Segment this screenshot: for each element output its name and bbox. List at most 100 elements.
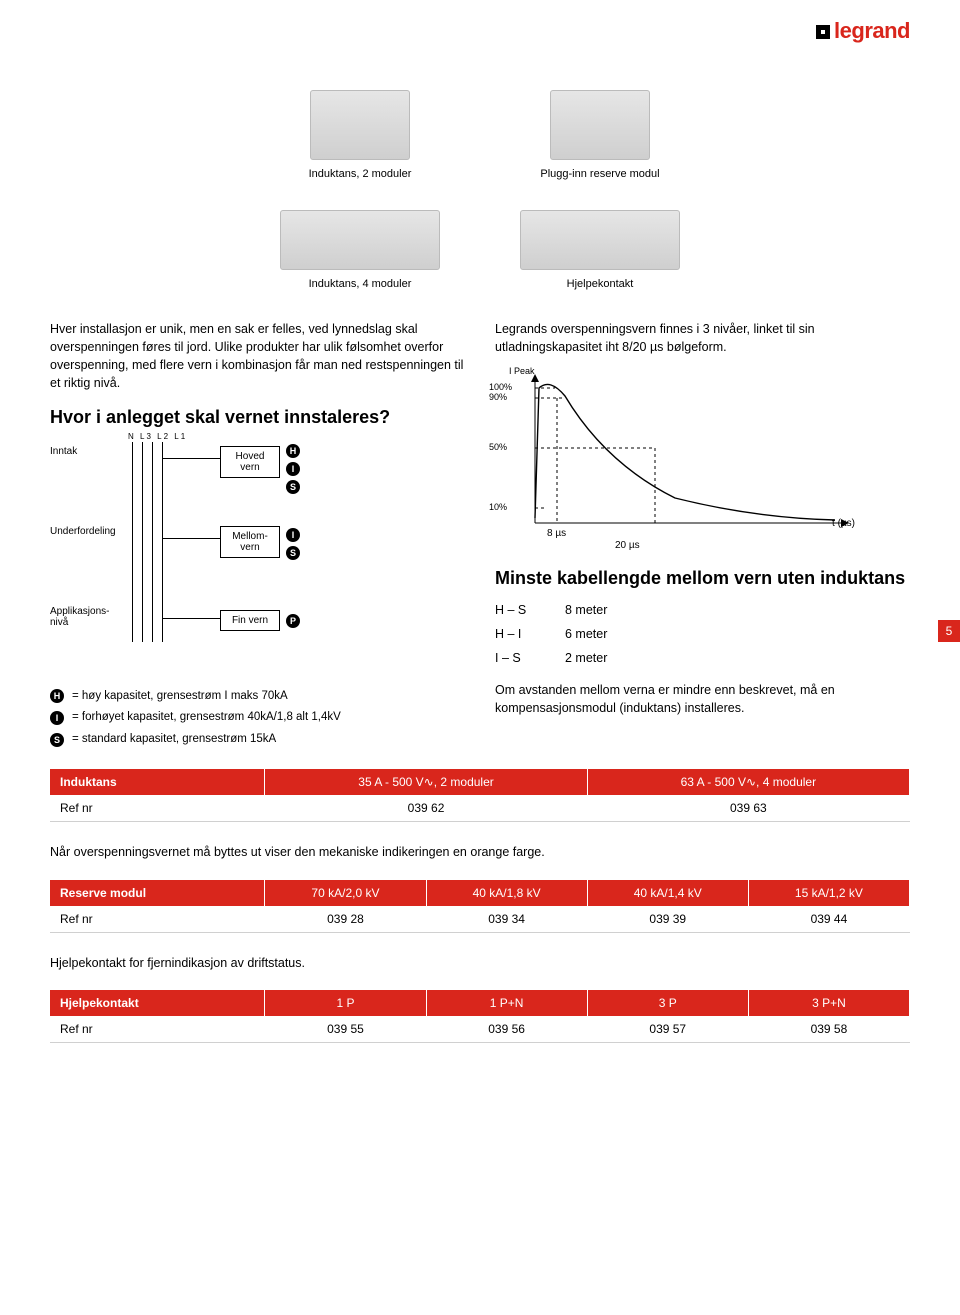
product-card: Plugg-inn reserve modul [510, 90, 690, 180]
table-row-label: Ref nr [50, 906, 265, 933]
product-image [310, 90, 410, 160]
chart-tick: 50% [489, 442, 507, 452]
cable-list: H – S 8 meter H – I 6 meter I – S 2 meter [495, 599, 910, 670]
table-title: Hjelpekontakt [50, 990, 265, 1016]
badge-I: I [286, 462, 300, 476]
chart-tick: 10% [489, 502, 507, 512]
table-header: 15 kA/1,2 kV [748, 880, 909, 906]
table-cell: 039 44 [748, 906, 909, 933]
table-header: 3 P+N [748, 990, 909, 1016]
product-label: Plugg-inn reserve modul [540, 168, 659, 180]
cable-key: H – I [495, 623, 545, 647]
wire [162, 458, 220, 459]
wire [162, 618, 220, 619]
left-column: Hver installasjon er unik, men en sak er… [50, 320, 465, 751]
legend-text: = høy kapasitet, grensestrøm I maks 70kA [72, 686, 288, 708]
cable-key: H – S [495, 599, 545, 623]
cable-key: I – S [495, 647, 545, 671]
badge-I: I [50, 711, 64, 725]
chart-xlabel: 8 µs [547, 528, 566, 539]
cable-val: 8 meter [565, 599, 607, 623]
wire [162, 442, 163, 642]
page-side-tab: 5 [938, 620, 960, 642]
table-header: 1 P [265, 990, 426, 1016]
cable-val: 2 meter [565, 647, 607, 671]
product-card: Hjelpekontakt [510, 210, 690, 290]
table-hjelpekontakt: Hjelpekontakt 1 P 1 P+N 3 P 3 P+N Ref nr… [50, 990, 910, 1043]
heading-cable: Minste kabellengde mellom vern uten indu… [495, 568, 910, 589]
diagram-box-fin: Fin vern [220, 610, 280, 631]
product-card: Induktans, 2 moduler [270, 90, 450, 180]
badge-H: H [286, 444, 300, 458]
right-column: Legrands overspenningsvern finnes i 3 ni… [495, 320, 910, 751]
table-header: 40 kA/1,4 kV [587, 880, 748, 906]
heading-install: Hvor i anlegget skal vernet innstaleres? [50, 407, 465, 428]
table-cell: 039 39 [587, 906, 748, 933]
wire [132, 442, 133, 642]
brand-logo: legrand [816, 18, 910, 44]
table-header: 70 kA/2,0 kV [265, 880, 426, 906]
note-orange: Når overspenningsvernet må byttes ut vis… [50, 844, 910, 862]
badge-H: H [50, 689, 64, 703]
badge-S: S [286, 480, 300, 494]
table-cell: 039 28 [265, 906, 426, 933]
badge-S: S [50, 733, 64, 747]
diagram-box-hoved: Hoved vern [220, 446, 280, 478]
install-diagram: Inntak N L3 L2 L1 Underfordeling Applika… [50, 438, 430, 678]
table-row-label: Ref nr [50, 795, 265, 822]
table-title: Induktans [50, 769, 265, 795]
legend-text: = forhøyet kapasitet, grensestrøm 40kA/1… [72, 707, 341, 729]
cable-val: 6 meter [565, 623, 607, 647]
table-cell: 039 34 [426, 906, 587, 933]
table-cell: 039 55 [265, 1016, 426, 1043]
table-cell: 039 58 [748, 1016, 909, 1043]
product-row-2: Induktans, 4 moduler Hjelpekontakt [50, 210, 910, 290]
product-image [520, 210, 680, 270]
table-reserve: Reserve modul 70 kA/2,0 kV 40 kA/1,8 kV … [50, 880, 910, 933]
badge-P: P [286, 614, 300, 628]
right-paragraph: Legrands overspenningsvern finnes i 3 ni… [495, 320, 910, 356]
diagram-label-phases: N L3 L2 L1 [128, 432, 187, 441]
product-image [550, 90, 650, 160]
chart-ylabel: I Peak [509, 366, 535, 376]
table-cell: 039 63 [587, 795, 909, 822]
badge-I: I [286, 528, 300, 542]
chart-tick: 90% [489, 392, 507, 402]
chart-xlabel: 20 µs [615, 540, 640, 551]
product-card: Induktans, 4 moduler [270, 210, 450, 290]
diagram-label-inntak: Inntak [50, 446, 77, 457]
brand-text: legrand [834, 18, 910, 43]
diagram-label-under: Underfordeling [50, 526, 116, 537]
wire [162, 538, 220, 539]
product-image [280, 210, 440, 270]
diagram-label-app: Applikasjons-nivå [50, 606, 120, 628]
chart-tick: 100% [489, 382, 512, 392]
table-header: 40 kA/1,8 kV [426, 880, 587, 906]
table-header: 63 A - 500 V∿, 4 moduler [587, 769, 909, 795]
diagram-box-mellom: Mellom-vern [220, 526, 280, 558]
wire [142, 442, 143, 642]
diagram-legend: H = høy kapasitet, grensestrøm I maks 70k… [50, 686, 465, 752]
intro-paragraph: Hver installasjon er unik, men en sak er… [50, 320, 465, 393]
chart-axis-label: t (µs) [832, 518, 855, 529]
table-cell: 039 62 [265, 795, 587, 822]
legend-text: = standard kapasitet, grensestrøm 15kA [72, 729, 276, 751]
table-row-label: Ref nr [50, 1016, 265, 1043]
product-label: Induktans, 4 moduler [309, 278, 412, 290]
product-row-1: Induktans, 2 moduler Plugg-inn reserve m… [50, 90, 910, 180]
table-header: 1 P+N [426, 990, 587, 1016]
product-label: Hjelpekontakt [567, 278, 634, 290]
table-title: Reserve modul [50, 880, 265, 906]
table-header: 3 P [587, 990, 748, 1016]
note-hjelp: Hjelpekontakt for fjernindikasjon av dri… [50, 955, 910, 973]
table-header: 35 A - 500 V∿, 2 moduler [265, 769, 587, 795]
wire [152, 442, 153, 642]
product-label: Induktans, 2 moduler [309, 168, 412, 180]
logo-icon [816, 25, 830, 39]
waveform-chart: I Peak 100% [495, 368, 855, 548]
badge-S: S [286, 546, 300, 560]
cable-note: Om avstanden mellom verna er mindre enn … [495, 681, 910, 717]
table-induktans: Induktans 35 A - 500 V∿, 2 moduler 63 A … [50, 769, 910, 822]
table-cell: 039 56 [426, 1016, 587, 1043]
table-cell: 039 57 [587, 1016, 748, 1043]
